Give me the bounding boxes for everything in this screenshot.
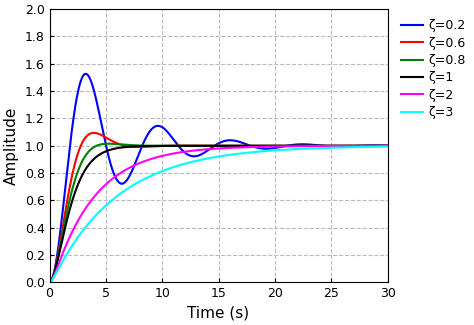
- ζ=2: [378, 144, 384, 148]
- ζ=3: [342, 145, 347, 149]
- ζ=2: [47, 280, 53, 284]
- ζ=3: [85, 222, 91, 226]
- ζ=0.2: [191, 154, 197, 158]
- ζ=0.2: [85, 74, 91, 78]
- ζ=1: [342, 144, 347, 148]
- ζ=3: [191, 160, 197, 163]
- ζ=0.8: [191, 144, 197, 148]
- ζ=0.6: [385, 144, 391, 148]
- ζ=2: [385, 144, 391, 148]
- ζ=0.2: [105, 153, 111, 157]
- ζ=3: [385, 145, 391, 149]
- Line: ζ=0.2: ζ=0.2: [50, 74, 388, 282]
- ζ=0.6: [378, 144, 384, 148]
- ζ=2: [191, 149, 197, 152]
- ζ=0.2: [176, 145, 182, 149]
- ζ=1: [176, 144, 182, 148]
- Line: ζ=2: ζ=2: [50, 146, 388, 282]
- ζ=1: [378, 144, 384, 148]
- ζ=0.8: [105, 142, 111, 146]
- ζ=0.2: [385, 144, 391, 148]
- ζ=2: [85, 203, 91, 207]
- ζ=0.8: [47, 280, 53, 284]
- ζ=1: [85, 163, 91, 167]
- ζ=2: [342, 144, 347, 148]
- ζ=0.8: [176, 144, 182, 148]
- Y-axis label: Amplitude: Amplitude: [4, 107, 19, 185]
- ζ=0.6: [47, 280, 53, 284]
- ζ=1: [385, 144, 391, 148]
- ζ=1: [191, 144, 197, 148]
- ζ=0.2: [378, 143, 384, 147]
- ζ=0.8: [85, 150, 91, 154]
- ζ=2: [176, 150, 182, 154]
- ζ=0.6: [191, 144, 197, 148]
- ζ=0.2: [342, 145, 347, 149]
- ζ=1: [47, 280, 53, 284]
- ζ=0.2: [83, 72, 89, 76]
- ζ=0.8: [106, 142, 111, 146]
- ζ=0.8: [385, 144, 391, 148]
- ζ=0.6: [91, 131, 97, 135]
- ζ=2: [105, 180, 111, 184]
- ζ=1: [105, 149, 111, 152]
- Line: ζ=3: ζ=3: [50, 147, 388, 282]
- ζ=0.6: [342, 144, 347, 148]
- Line: ζ=1: ζ=1: [50, 146, 388, 282]
- Line: ζ=0.8: ζ=0.8: [50, 144, 388, 282]
- ζ=0.6: [105, 137, 111, 141]
- X-axis label: Time (s): Time (s): [188, 306, 250, 321]
- Legend: ζ=0.2, ζ=0.6, ζ=0.8, ζ=1, ζ=2, ζ=3: ζ=0.2, ζ=0.6, ζ=0.8, ζ=1, ζ=2, ζ=3: [397, 15, 470, 123]
- ζ=3: [176, 163, 182, 167]
- ζ=3: [47, 280, 53, 284]
- ζ=0.2: [47, 280, 53, 284]
- ζ=3: [105, 202, 111, 205]
- ζ=0.6: [176, 144, 182, 148]
- ζ=0.6: [85, 133, 91, 137]
- Line: ζ=0.6: ζ=0.6: [50, 133, 388, 282]
- ζ=0.8: [342, 144, 347, 148]
- ζ=0.8: [378, 144, 384, 148]
- ζ=3: [378, 145, 384, 149]
